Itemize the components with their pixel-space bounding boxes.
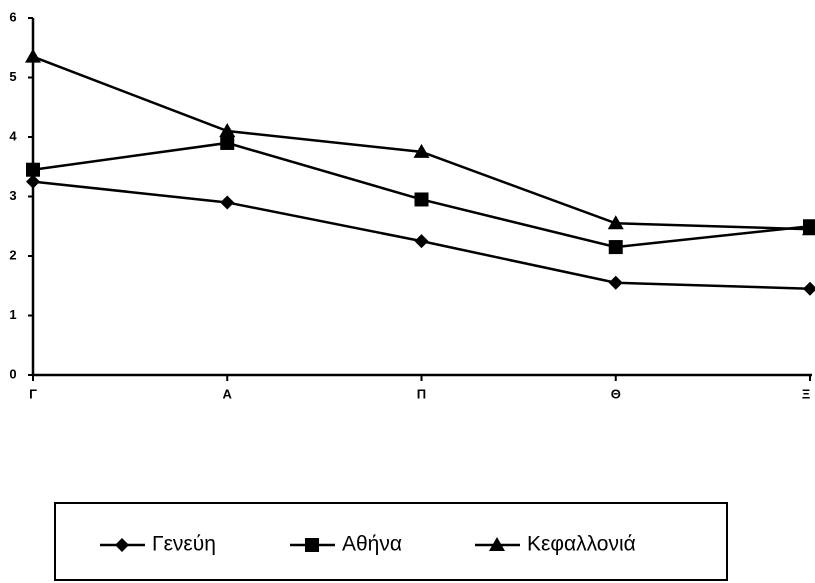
y-tick-label: 3: [9, 188, 16, 203]
marker: [489, 537, 505, 551]
marker: [608, 240, 623, 255]
x-tick-label: Α: [223, 386, 233, 401]
marker: [414, 192, 429, 207]
marker: [305, 538, 319, 552]
marker: [25, 48, 41, 63]
marker: [26, 174, 40, 189]
x-tick-label: Γ: [29, 386, 37, 401]
y-tick-label: 5: [9, 69, 16, 84]
legend-label: Γενεύη: [152, 533, 216, 556]
marker: [220, 135, 235, 150]
marker: [414, 234, 429, 249]
legend-box: [54, 502, 728, 581]
marker: [607, 215, 624, 230]
marker: [219, 123, 236, 138]
legend-label: Κεφαλλονιά: [527, 533, 636, 556]
x-tick-label: Θ: [611, 386, 621, 401]
y-tick-label: 6: [9, 9, 16, 24]
y-tick-label: 2: [9, 247, 16, 262]
y-tick-label: 1: [9, 307, 16, 322]
y-tick-label: 0: [9, 366, 16, 381]
x-tick-label: Ξ: [802, 386, 810, 401]
legend-label: Αθήνα: [342, 533, 402, 556]
marker: [220, 195, 235, 210]
x-tick-label: Π: [417, 386, 426, 401]
marker: [803, 281, 815, 296]
y-tick-label: 4: [9, 128, 17, 143]
marker: [802, 221, 815, 236]
marker: [608, 275, 623, 290]
marker: [115, 538, 129, 552]
marker: [26, 162, 40, 177]
marker: [413, 143, 430, 158]
